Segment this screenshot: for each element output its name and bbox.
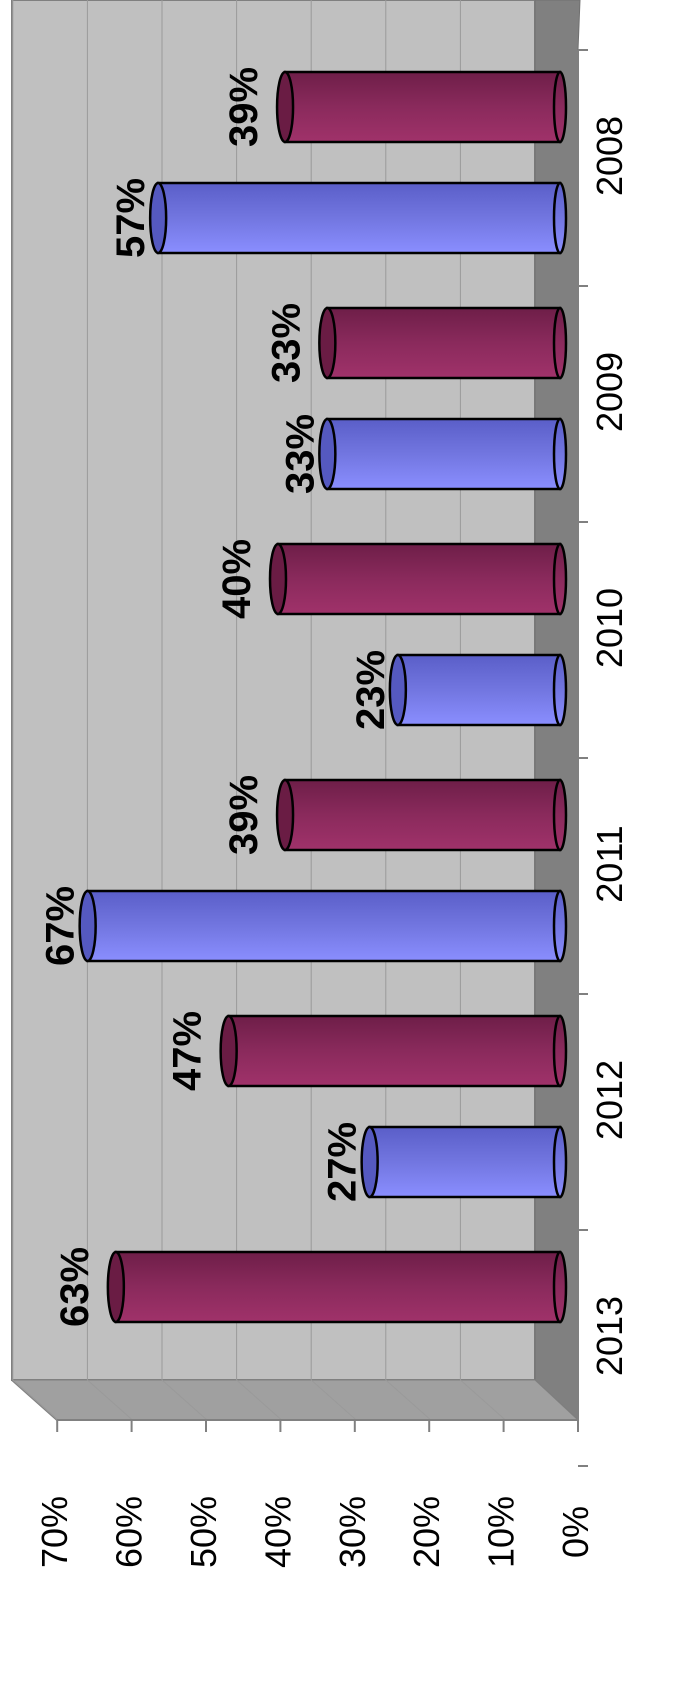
bar-2008-series2 [275, 70, 568, 144]
gridline-diagonal [310, 1379, 357, 1421]
bar-2012-series1 [360, 1125, 568, 1199]
category-label-2013: 2013 [589, 1296, 630, 1376]
side-wall [10, 1379, 580, 1421]
value-axis-ticks: 0% 10% 20% 30% 40% 50% 60% 70% [34, 49, 596, 1568]
gridline-diagonal [12, 1379, 59, 1421]
data-label: 27% [321, 1122, 365, 1202]
tick-label: 70% [34, 1496, 75, 1568]
bar-2010-series1 [388, 653, 568, 727]
category-label-2010: 2010 [589, 588, 630, 668]
data-label: 39% [222, 67, 266, 147]
data-label: 40% [215, 539, 259, 619]
category-label-2011: 2011 [589, 825, 630, 902]
tick-label: 10% [481, 1496, 522, 1568]
data-label: 67% [39, 886, 83, 966]
category-label-2009: 2009 [589, 352, 630, 432]
category-label-2008: 2008 [589, 116, 630, 196]
bar-2013-series2 [106, 1250, 568, 1324]
bar-2011-series2 [275, 778, 568, 852]
gridline-diagonal [87, 1379, 133, 1421]
gridline-diagonal [460, 1379, 506, 1421]
category-label-2012: 2012 [589, 1060, 630, 1140]
axis-edge [11, 1379, 58, 1421]
category-axis-labels: 2008 2009 2010 2011 2012 2013 [589, 116, 630, 1376]
bar-2008-series1 [148, 181, 568, 255]
gridline-diagonal [161, 1379, 208, 1421]
tick-label: 20% [406, 1496, 447, 1568]
gridline-diagonal [385, 1379, 432, 1421]
gridline-diagonal [236, 1379, 282, 1421]
tick-label: 40% [257, 1496, 298, 1568]
data-label: 33% [278, 414, 322, 494]
data-label: 39% [222, 775, 266, 855]
data-label: 23% [349, 650, 393, 730]
data-label: 47% [166, 1011, 210, 1091]
bar-2011-series1 [78, 889, 568, 963]
tick-label: 30% [332, 1496, 373, 1568]
bars [78, 70, 568, 1324]
bar-2009-series1 [318, 417, 568, 491]
bar-2010-series2 [268, 542, 568, 616]
data-labels: 57% 39% 33% 33% 23% 40% 67% 39% 27% 47% 63% [39, 67, 393, 1327]
data-label: 57% [109, 178, 153, 258]
bar-2009-series2 [318, 306, 568, 380]
bar-2012-series2 [219, 1014, 568, 1088]
tick-label: 60% [109, 1496, 150, 1568]
tick-label: 0% [555, 1506, 596, 1558]
tick-label: 50% [183, 1496, 224, 1568]
data-label: 33% [264, 303, 308, 383]
data-label: 63% [53, 1247, 97, 1327]
